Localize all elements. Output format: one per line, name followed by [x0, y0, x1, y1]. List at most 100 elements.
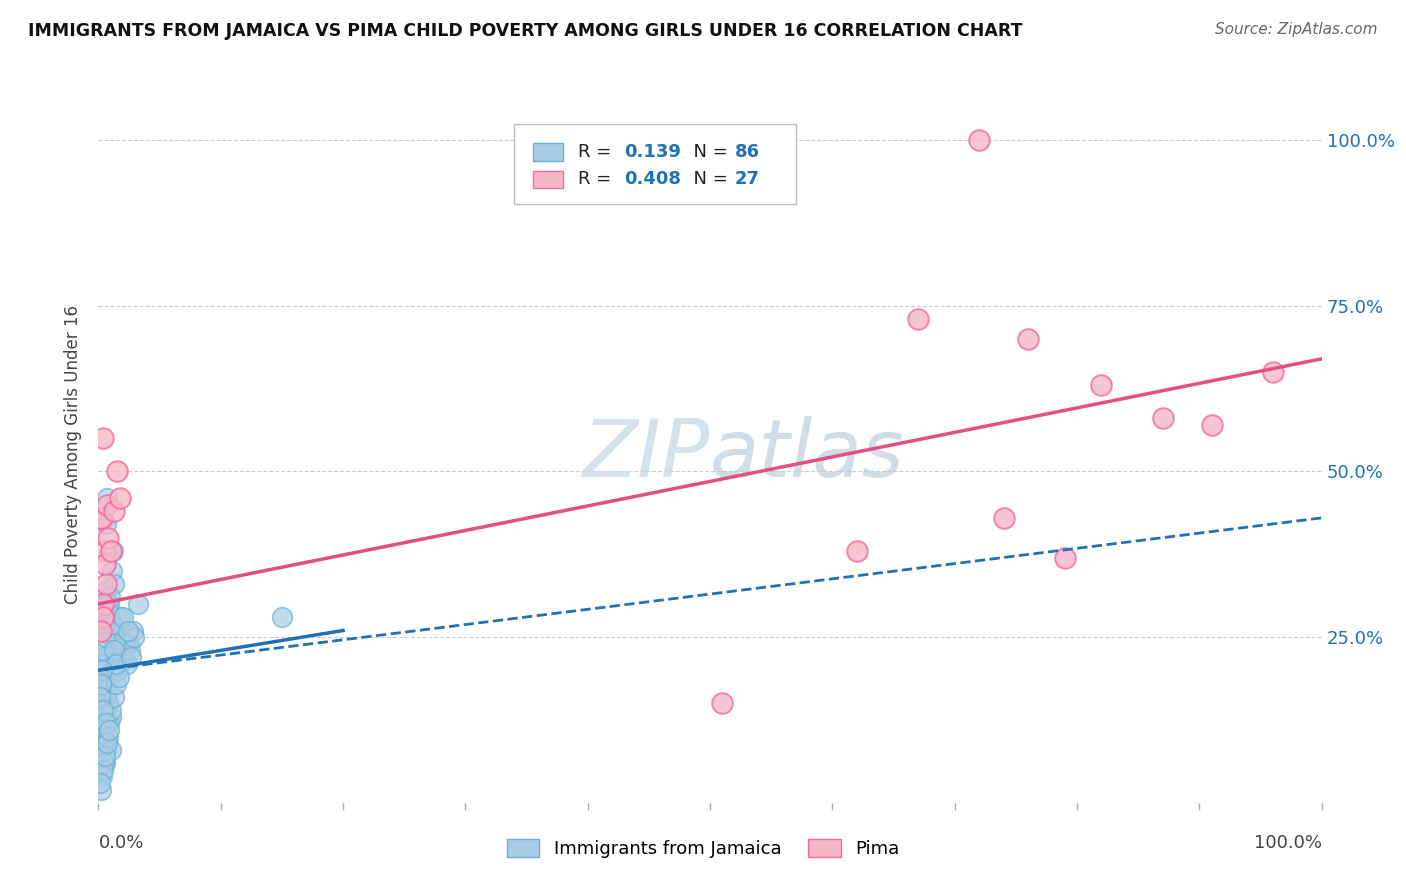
Point [96, 498, 118, 512]
Point [96, 736, 118, 750]
Point [111, 610, 134, 624]
Text: R =: R = [578, 170, 617, 188]
Point [91, 683, 114, 698]
Point [103, 690, 125, 704]
Point [94, 749, 117, 764]
Point [94, 703, 117, 717]
Point [105, 465, 128, 479]
Point [94, 716, 117, 731]
Text: Source: ZipAtlas.com: Source: ZipAtlas.com [1215, 22, 1378, 37]
Point [1152, 411, 1174, 425]
Point [98, 723, 121, 737]
Point [100, 663, 122, 677]
Point [91, 643, 114, 657]
Point [101, 624, 124, 638]
Point [96, 743, 118, 757]
Point [111, 650, 134, 665]
Point [97, 604, 120, 618]
Point [91, 511, 114, 525]
Text: 0.0%: 0.0% [98, 834, 143, 852]
Point [103, 504, 125, 518]
Point [91, 616, 114, 631]
Point [101, 616, 124, 631]
Point [91, 769, 114, 783]
Y-axis label: Child Poverty Among Girls Under 16: Child Poverty Among Girls Under 16 [65, 305, 83, 605]
Point [711, 697, 734, 711]
Text: 0.408: 0.408 [624, 170, 682, 188]
Point [91, 597, 114, 611]
Point [97, 716, 120, 731]
Point [90, 782, 112, 797]
Point [993, 511, 1015, 525]
Text: ZIP: ZIP [582, 416, 710, 494]
Point [93, 756, 115, 770]
Point [93, 544, 115, 558]
Point [114, 643, 136, 657]
Point [110, 491, 132, 505]
Point [91, 663, 114, 677]
Point [96, 683, 118, 698]
Point [91, 610, 114, 624]
Point [91, 730, 114, 744]
Point [89, 690, 111, 704]
Point [90, 676, 112, 690]
Point [96, 650, 118, 665]
FancyBboxPatch shape [515, 124, 796, 204]
Point [91, 650, 114, 665]
Text: atlas: atlas [710, 416, 905, 494]
Point [96, 610, 118, 624]
Point [90, 624, 112, 638]
Point [103, 643, 125, 657]
Point [117, 624, 139, 638]
Point [97, 730, 120, 744]
Point [97, 531, 120, 545]
Text: 27: 27 [734, 170, 759, 188]
Point [94, 616, 117, 631]
Point [93, 583, 115, 598]
Point [1090, 378, 1112, 392]
Point [100, 703, 122, 717]
Point [104, 637, 127, 651]
Point [121, 624, 143, 638]
Point [101, 544, 124, 558]
Point [100, 544, 122, 558]
Point [1053, 550, 1076, 565]
Point [120, 643, 142, 657]
Point [93, 676, 115, 690]
Point [108, 650, 131, 665]
Point [98, 591, 121, 605]
Point [93, 743, 115, 757]
Point [723, 133, 745, 147]
Point [91, 723, 114, 737]
Point [270, 610, 294, 624]
Point [91, 763, 114, 777]
Point [104, 676, 127, 690]
Point [100, 743, 122, 757]
Point [97, 697, 120, 711]
Point [107, 663, 129, 677]
Point [98, 670, 121, 684]
Point [1017, 332, 1039, 346]
Point [108, 670, 131, 684]
Text: R =: R = [578, 143, 617, 161]
Point [93, 630, 115, 644]
Point [112, 637, 135, 651]
Text: N =: N = [682, 170, 734, 188]
Point [91, 431, 114, 445]
Point [101, 564, 124, 578]
Point [90, 690, 112, 704]
Text: N =: N = [682, 143, 734, 161]
Point [89, 776, 111, 790]
Point [90, 716, 112, 731]
Point [91, 716, 114, 731]
Point [120, 650, 142, 665]
Point [105, 657, 128, 671]
Point [907, 312, 929, 326]
Point [89, 697, 111, 711]
FancyBboxPatch shape [533, 171, 564, 188]
Text: 86: 86 [734, 143, 759, 161]
Point [90, 670, 112, 684]
Text: IMMIGRANTS FROM JAMAICA VS PIMA CHILD POVERTY AMONG GIRLS UNDER 16 CORRELATION C: IMMIGRANTS FROM JAMAICA VS PIMA CHILD PO… [28, 22, 1022, 40]
Point [100, 709, 122, 723]
Point [91, 703, 114, 717]
